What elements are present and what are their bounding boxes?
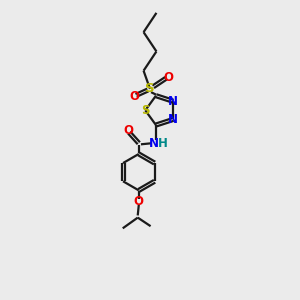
Text: O: O	[134, 195, 144, 208]
Text: H: H	[158, 137, 167, 150]
Text: N: N	[168, 95, 178, 108]
Text: N: N	[149, 137, 159, 150]
Text: S: S	[145, 82, 155, 95]
Text: O: O	[123, 124, 133, 137]
Text: N: N	[168, 113, 178, 126]
Text: O: O	[129, 90, 139, 103]
Text: O: O	[163, 70, 173, 84]
Text: S: S	[141, 104, 149, 117]
